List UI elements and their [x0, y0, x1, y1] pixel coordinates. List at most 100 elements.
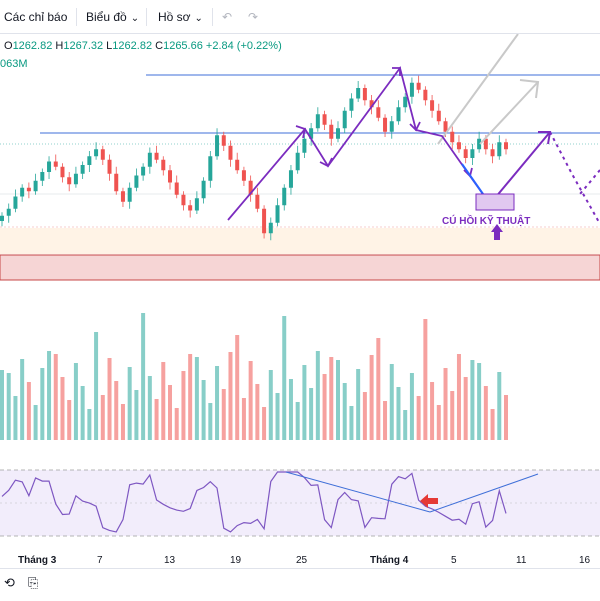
x-tick-label: Tháng 3 [18, 555, 57, 566]
candle-body [396, 107, 401, 122]
volume-bar [40, 368, 45, 440]
ohlc-legend: O1262.82 H1267.32 L1262.82 C1265.66 +2.8… [4, 40, 282, 52]
volume-bar [13, 396, 18, 440]
arrowhead-icon [392, 67, 401, 76]
up-arrow-icon [491, 224, 503, 240]
close-value: 1265.66 [163, 40, 203, 52]
toolbar-divider [146, 8, 147, 26]
candle-body [241, 170, 246, 181]
rsi-trendline [285, 471, 431, 513]
volume-legend: 063M [0, 58, 28, 70]
candle-body [80, 165, 85, 174]
toolbar-divider [76, 8, 77, 26]
arrowhead-icon [319, 157, 333, 168]
calendar-icon[interactable]: ⟲ [4, 575, 15, 590]
volume-bar [0, 370, 4, 440]
candle-body [228, 145, 233, 160]
volume-bar [483, 386, 488, 440]
candle-body [336, 128, 340, 139]
candle-body [403, 96, 408, 108]
support-zone-strong [0, 254, 600, 281]
candle-body [47, 161, 52, 172]
projection-arrowhead [519, 79, 540, 99]
candle-body [94, 149, 99, 157]
charts-dropdown[interactable]: Biểu đồ ⌄ [86, 8, 139, 26]
volume-bar [255, 384, 260, 440]
candle-body [53, 161, 58, 167]
volume-bar [154, 399, 159, 440]
volume-bar [302, 365, 307, 440]
candle-body [409, 82, 414, 97]
low-key: L [106, 40, 113, 52]
candle-body [483, 138, 488, 150]
candlestick-series [0, 75, 508, 241]
candle-body [504, 142, 508, 150]
candle-body [114, 173, 119, 192]
volume-bar [504, 395, 508, 440]
candle-body [154, 152, 159, 160]
volume-bar [456, 354, 461, 440]
x-axis: Tháng 3 7 13 19 25 Tháng 4 5 11 16 [18, 555, 591, 566]
volume-bar [282, 316, 287, 440]
x-tick-label: 7 [97, 555, 103, 566]
volume-bar [430, 382, 435, 440]
candle-body [376, 107, 381, 118]
volume-bar [215, 366, 220, 440]
volume-bar [6, 373, 11, 440]
profile-dropdown[interactable]: Hồ sơ ⌄ [158, 8, 203, 26]
chart-area[interactable]: CÚ HỒI KỸ THUẬT Tháng 3 7 13 19 25 Tháng… [0, 34, 600, 568]
top-toolbar: Các chỉ báo Biểu đồ ⌄ Hồ sơ ⌄ ↶ ↷ [0, 0, 600, 34]
candle-body [87, 156, 92, 165]
volume-bar [80, 386, 85, 440]
candle-body [436, 110, 441, 122]
arrowhead-icon [295, 125, 307, 139]
candle-body [235, 159, 240, 171]
volume-bar [342, 383, 347, 440]
volume-bar [309, 388, 314, 440]
candle-body [33, 180, 38, 192]
candle-body [13, 196, 18, 209]
candle-body [490, 149, 495, 157]
volume-bar [94, 332, 99, 440]
volume-bar [235, 335, 240, 440]
volume-bar [383, 401, 388, 440]
volume-bar [33, 405, 38, 440]
volume-bar [114, 381, 119, 440]
volume-bar [127, 367, 132, 440]
volume-bar [194, 357, 199, 440]
volume-bar [436, 405, 441, 440]
volume-bar [168, 385, 172, 440]
volume-bar [53, 354, 58, 440]
candle-body [188, 205, 193, 211]
x-tick-label: 13 [164, 555, 176, 566]
candle-body [73, 173, 78, 185]
indicators-button[interactable]: Các chỉ báo [4, 8, 67, 26]
candle-body [174, 182, 179, 195]
high-value: 1267.32 [63, 40, 104, 52]
undo-icon[interactable]: ↶ [222, 10, 233, 24]
redo-icon[interactable]: ↷ [248, 10, 259, 24]
volume-bar [100, 395, 105, 440]
volume-bar [443, 368, 448, 440]
profile-label: Hồ sơ [158, 10, 191, 24]
candle-body [248, 180, 253, 195]
candle-body [309, 128, 314, 139]
volume-bar [322, 374, 327, 440]
volume-bar [295, 402, 300, 440]
candle-body [6, 208, 11, 216]
candle-body [168, 170, 172, 183]
close-key: C [155, 40, 164, 52]
chevron-down-icon: ⌄ [194, 13, 203, 24]
date-range-icon[interactable]: ⎘ [28, 575, 39, 590]
volume-bar [174, 408, 179, 440]
candle-body [134, 175, 139, 188]
left-arrow-icon [420, 494, 438, 508]
volume-bar [228, 352, 233, 440]
volume-bar [268, 370, 273, 440]
rebound-arrow [489, 131, 551, 205]
volume-bar [477, 363, 482, 440]
volume-bar [221, 389, 226, 440]
x-tick-label: 25 [296, 555, 308, 566]
candle-body [443, 121, 448, 132]
volume-bar [134, 390, 139, 440]
